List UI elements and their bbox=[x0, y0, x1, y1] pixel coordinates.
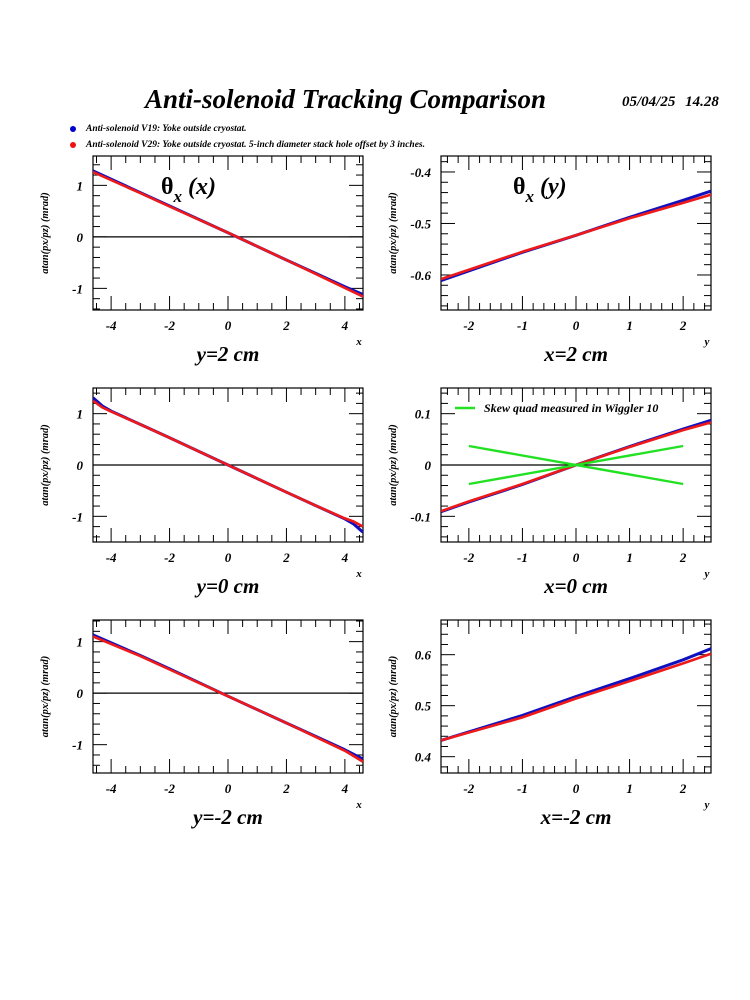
y-tick-label: -0.4 bbox=[410, 165, 431, 180]
y-axis-label: atan(px/pz) (mrad) bbox=[388, 192, 399, 273]
x-tick-label: 0 bbox=[225, 550, 232, 565]
x-axis-label: x bbox=[355, 336, 362, 348]
legend-entry-v19: Anti-solenoid V19: Yoke outside cryostat… bbox=[70, 124, 247, 134]
panel-title: y=0 cm bbox=[194, 574, 260, 598]
x-tick-label: 2 bbox=[282, 550, 290, 565]
series-line-v29 bbox=[93, 635, 363, 763]
x-tick-label: -1 bbox=[517, 550, 528, 565]
legend-label-v29: Anti-solenoid V29: Yoke outside cryostat… bbox=[86, 140, 426, 150]
x-tick-label: -4 bbox=[106, 318, 117, 333]
page-title: Anti-solenoid Tracking Comparison bbox=[145, 84, 547, 114]
x-tick-label: 2 bbox=[679, 781, 687, 796]
panel-title: y=-2 cm bbox=[190, 805, 263, 829]
panel-title: y=2 cm bbox=[194, 342, 260, 366]
legend-marker-v19 bbox=[70, 126, 76, 132]
panel-row2-left: -4 -2 0 2 4 -1 0 1 x atan(px/pz) (mrad) y=0 cm bbox=[40, 387, 364, 598]
x-axis-label: y bbox=[703, 799, 710, 811]
series-line-v29 bbox=[441, 193, 711, 281]
timestamp: 05/04/25 14.28 bbox=[622, 94, 719, 110]
y-tick-label: 1 bbox=[77, 407, 84, 422]
x-tick-label: 1 bbox=[626, 318, 633, 333]
y-tick-label: 0.5 bbox=[415, 699, 432, 714]
x-tick-label: -1 bbox=[517, 318, 528, 333]
panel-row3-left: -4 -2 0 2 4 -1 0 1 x atan(px/pz) (mrad) y=-2 cm bbox=[40, 619, 364, 829]
y-tick-label: 0.4 bbox=[415, 750, 432, 765]
y-tick-label: 0 bbox=[425, 458, 432, 473]
y-axis-label: atan(px/pz) (mrad) bbox=[40, 424, 51, 505]
x-tick-label: -2 bbox=[164, 550, 175, 565]
x-tick-label: -1 bbox=[517, 781, 528, 796]
series-line-v29 bbox=[93, 170, 363, 298]
y-tick-label: -1 bbox=[72, 738, 83, 753]
x-tick-label: 0 bbox=[573, 318, 580, 333]
series-line-skew-quad-measured-in-wiggler-10-b- bbox=[468, 444, 684, 486]
y-axis-label: atan(px/pz) (mrad) bbox=[40, 656, 51, 737]
theta-subscript: x bbox=[173, 187, 183, 206]
panel-annotation: θx (y) bbox=[513, 174, 567, 206]
x-tick-label: 2 bbox=[679, 550, 687, 565]
x-tick-label: 2 bbox=[679, 318, 687, 333]
x-tick-label: 0 bbox=[573, 781, 580, 796]
theta-argument: (x) bbox=[182, 174, 216, 200]
legend-marker-v29 bbox=[70, 142, 76, 148]
panel-title: x=0 cm bbox=[543, 574, 608, 598]
y-axis-label: atan(px/pz) (mrad) bbox=[388, 656, 399, 737]
plot-frame bbox=[440, 155, 712, 311]
series-line-v29 bbox=[441, 652, 711, 742]
y-tick-label: -0.6 bbox=[410, 268, 431, 283]
y-tick-label: 0.6 bbox=[415, 648, 432, 663]
panel-row3-right: -2 -1 0 1 2 0.4 0.5 0.6 y atan(px/pz) (mrad) x=-2 … bbox=[388, 619, 712, 829]
theta-symbol: θ bbox=[161, 174, 174, 200]
panel-annotation: θx (x) bbox=[161, 174, 216, 206]
y-tick-label: 0 bbox=[77, 458, 84, 473]
x-tick-label: -2 bbox=[463, 318, 474, 333]
x-tick-label: -2 bbox=[463, 781, 474, 796]
x-tick-label: -4 bbox=[106, 550, 117, 565]
y-tick-label: -0.5 bbox=[410, 216, 431, 231]
panel-row1-right: -2 -1 0 1 2 -0.6 -0.5 -0.4 y atan(px/pz) (mrad) x=… bbox=[388, 155, 712, 366]
legend-label-v19: Anti-solenoid V19: Yoke outside cryostat… bbox=[86, 124, 247, 134]
x-axis-label: x bbox=[355, 799, 362, 811]
x-tick-label: 4 bbox=[341, 781, 349, 796]
x-tick-label: 1 bbox=[626, 550, 633, 565]
theta-symbol: θ bbox=[513, 174, 526, 200]
y-tick-label: 0.1 bbox=[415, 407, 431, 422]
panel-title: x=-2 cm bbox=[540, 805, 612, 829]
panel-title: x=2 cm bbox=[543, 342, 608, 366]
theta-argument: (y) bbox=[534, 174, 567, 200]
x-tick-label: -2 bbox=[463, 550, 474, 565]
x-tick-label: 1 bbox=[626, 781, 633, 796]
y-tick-label: -1 bbox=[72, 281, 83, 296]
y-tick-label: 1 bbox=[77, 178, 84, 193]
legend-label-skew-quad: Skew quad measured in Wiggler 10 bbox=[484, 401, 658, 415]
series-line-v29 bbox=[93, 399, 363, 528]
theta-subscript: x bbox=[525, 187, 535, 206]
y-axis-label: atan(px/pz) (mrad) bbox=[40, 192, 51, 273]
x-tick-label: 0 bbox=[225, 318, 232, 333]
y-tick-label: 0 bbox=[77, 230, 84, 245]
x-tick-label: 2 bbox=[282, 781, 290, 796]
y-axis-label: atan(px/pz) (mrad) bbox=[388, 424, 399, 505]
series-line-v19 bbox=[441, 647, 711, 742]
x-tick-label: 4 bbox=[341, 550, 349, 565]
x-tick-label: 0 bbox=[573, 550, 580, 565]
x-tick-label: -2 bbox=[164, 318, 175, 333]
x-axis-label: x bbox=[355, 568, 362, 580]
series-line-v29 bbox=[441, 421, 711, 513]
x-tick-label: 2 bbox=[282, 318, 290, 333]
y-tick-label: 1 bbox=[77, 635, 84, 650]
legend-entry-v29: Anti-solenoid V29: Yoke outside cryostat… bbox=[70, 140, 425, 150]
x-tick-label: -2 bbox=[164, 781, 175, 796]
y-tick-label: -0.1 bbox=[410, 509, 431, 524]
y-tick-label: 0 bbox=[77, 686, 84, 701]
y-tick-label: -1 bbox=[72, 509, 83, 524]
panel-row2-right: -2 -1 0 1 2 -0.1 0 0.1 y atan(px/pz) (mrad) x=0 cm… bbox=[388, 387, 712, 598]
x-tick-label: 0 bbox=[225, 781, 232, 796]
x-axis-label: y bbox=[703, 336, 710, 348]
x-tick-label: -4 bbox=[106, 781, 117, 796]
x-axis-label: y bbox=[703, 568, 710, 580]
x-tick-label: 4 bbox=[341, 318, 349, 333]
